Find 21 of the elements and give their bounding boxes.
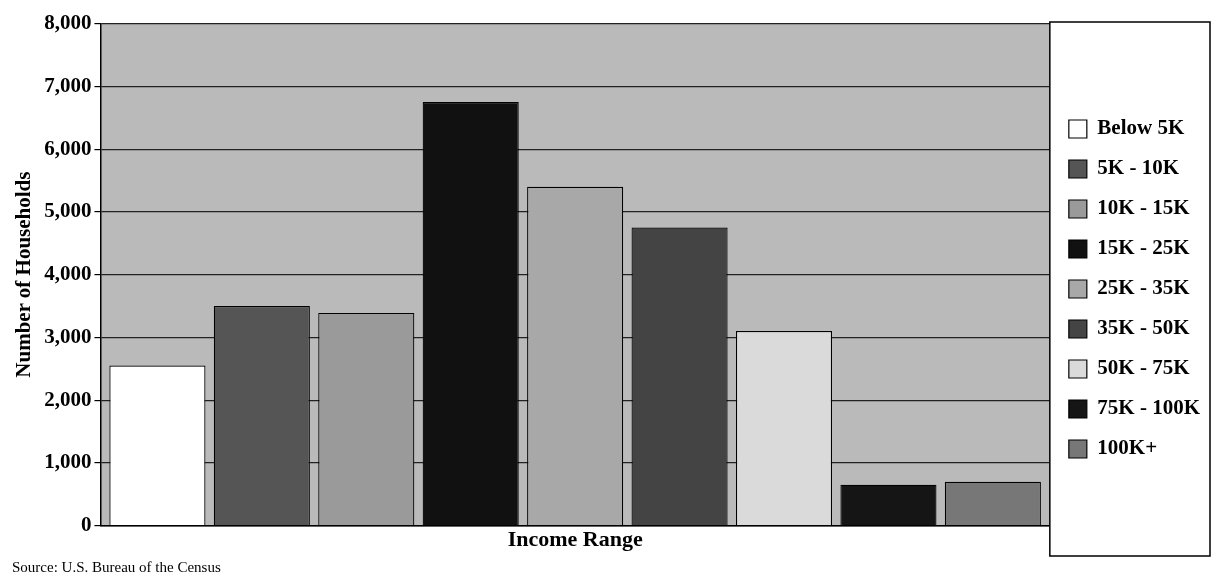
y-tick-label: 4,000 — [44, 261, 92, 286]
legend-label: 25K - 35K — [1097, 275, 1191, 300]
y-tick-label: 2,000 — [44, 386, 92, 411]
source-note: Source: U.S. Bureau of the Census — [12, 559, 221, 576]
legend-label: 10K - 15K — [1097, 195, 1191, 220]
legend-label: Below 5K — [1097, 115, 1185, 140]
legend-label: 15K - 25K — [1097, 235, 1191, 260]
y-tick-label: 8,000 — [44, 10, 92, 35]
y-tick-label: 7,000 — [44, 72, 92, 97]
y-axis-title: Number of Households — [11, 171, 36, 378]
x-axis-title: Income Range — [507, 526, 643, 552]
legend-label: 5K - 10K — [1097, 155, 1180, 180]
legend-label: 50K - 75K — [1097, 355, 1191, 380]
legend-label: 35K - 50K — [1097, 315, 1191, 340]
y-tick-label: 1,000 — [44, 449, 92, 474]
y-tick-label: 5,000 — [44, 198, 92, 223]
y-tick-label: 3,000 — [44, 323, 92, 348]
y-tick-label: 0 — [80, 512, 92, 537]
y-tick-label: 6,000 — [44, 135, 92, 160]
legend-label: 100K+ — [1097, 435, 1158, 460]
legend-label: 75K - 100K — [1097, 395, 1201, 420]
